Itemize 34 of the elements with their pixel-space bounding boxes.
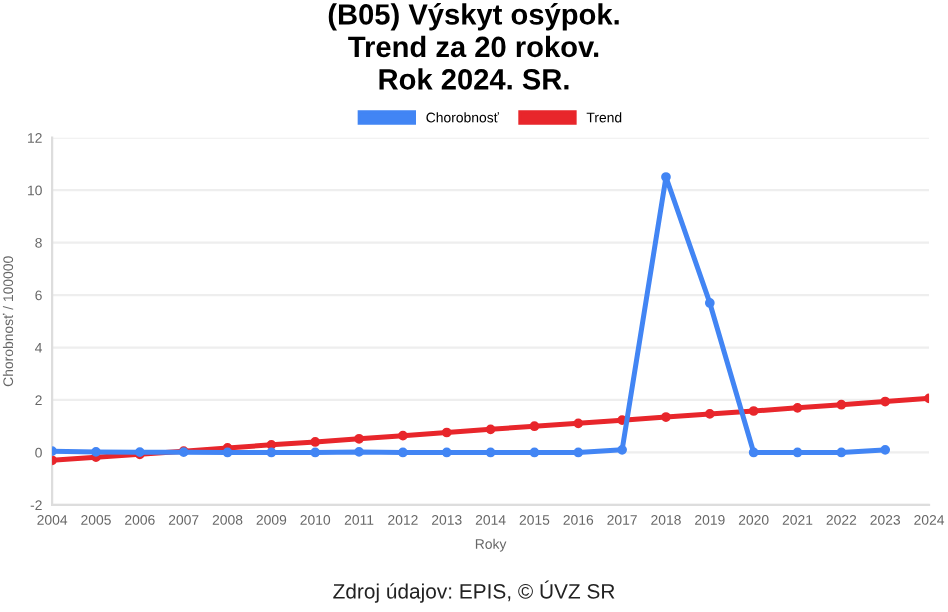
point bbox=[266, 447, 277, 458]
point bbox=[748, 447, 759, 458]
point bbox=[310, 437, 321, 447]
point bbox=[617, 444, 627, 455]
point bbox=[573, 447, 584, 458]
point bbox=[266, 439, 277, 450]
point bbox=[880, 396, 891, 407]
point bbox=[91, 447, 101, 457]
point bbox=[222, 447, 233, 458]
point bbox=[704, 409, 715, 419]
chart-title: (B05) Výskyt osýpok. Trend za 20 rokov. Rok 2024. SR. bbox=[328, 3, 619, 90]
point bbox=[661, 412, 671, 422]
point bbox=[661, 172, 671, 182]
text: Zdroj údajov: EPIS, © ÚVZ SR bbox=[333, 580, 615, 603]
point bbox=[792, 447, 803, 458]
point bbox=[485, 447, 496, 458]
point bbox=[836, 447, 847, 458]
line-series bbox=[52, 393, 930, 466]
point bbox=[529, 447, 540, 458]
point bbox=[704, 298, 715, 308]
point bbox=[354, 433, 364, 444]
point bbox=[398, 447, 408, 458]
point bbox=[441, 427, 452, 438]
point bbox=[836, 399, 847, 410]
point bbox=[880, 444, 891, 455]
point bbox=[441, 447, 452, 458]
point bbox=[792, 402, 803, 413]
point bbox=[398, 430, 408, 441]
point bbox=[310, 447, 321, 458]
point bbox=[354, 447, 364, 457]
point bbox=[529, 421, 540, 432]
point bbox=[485, 424, 496, 435]
point bbox=[748, 406, 759, 416]
point bbox=[573, 418, 584, 429]
